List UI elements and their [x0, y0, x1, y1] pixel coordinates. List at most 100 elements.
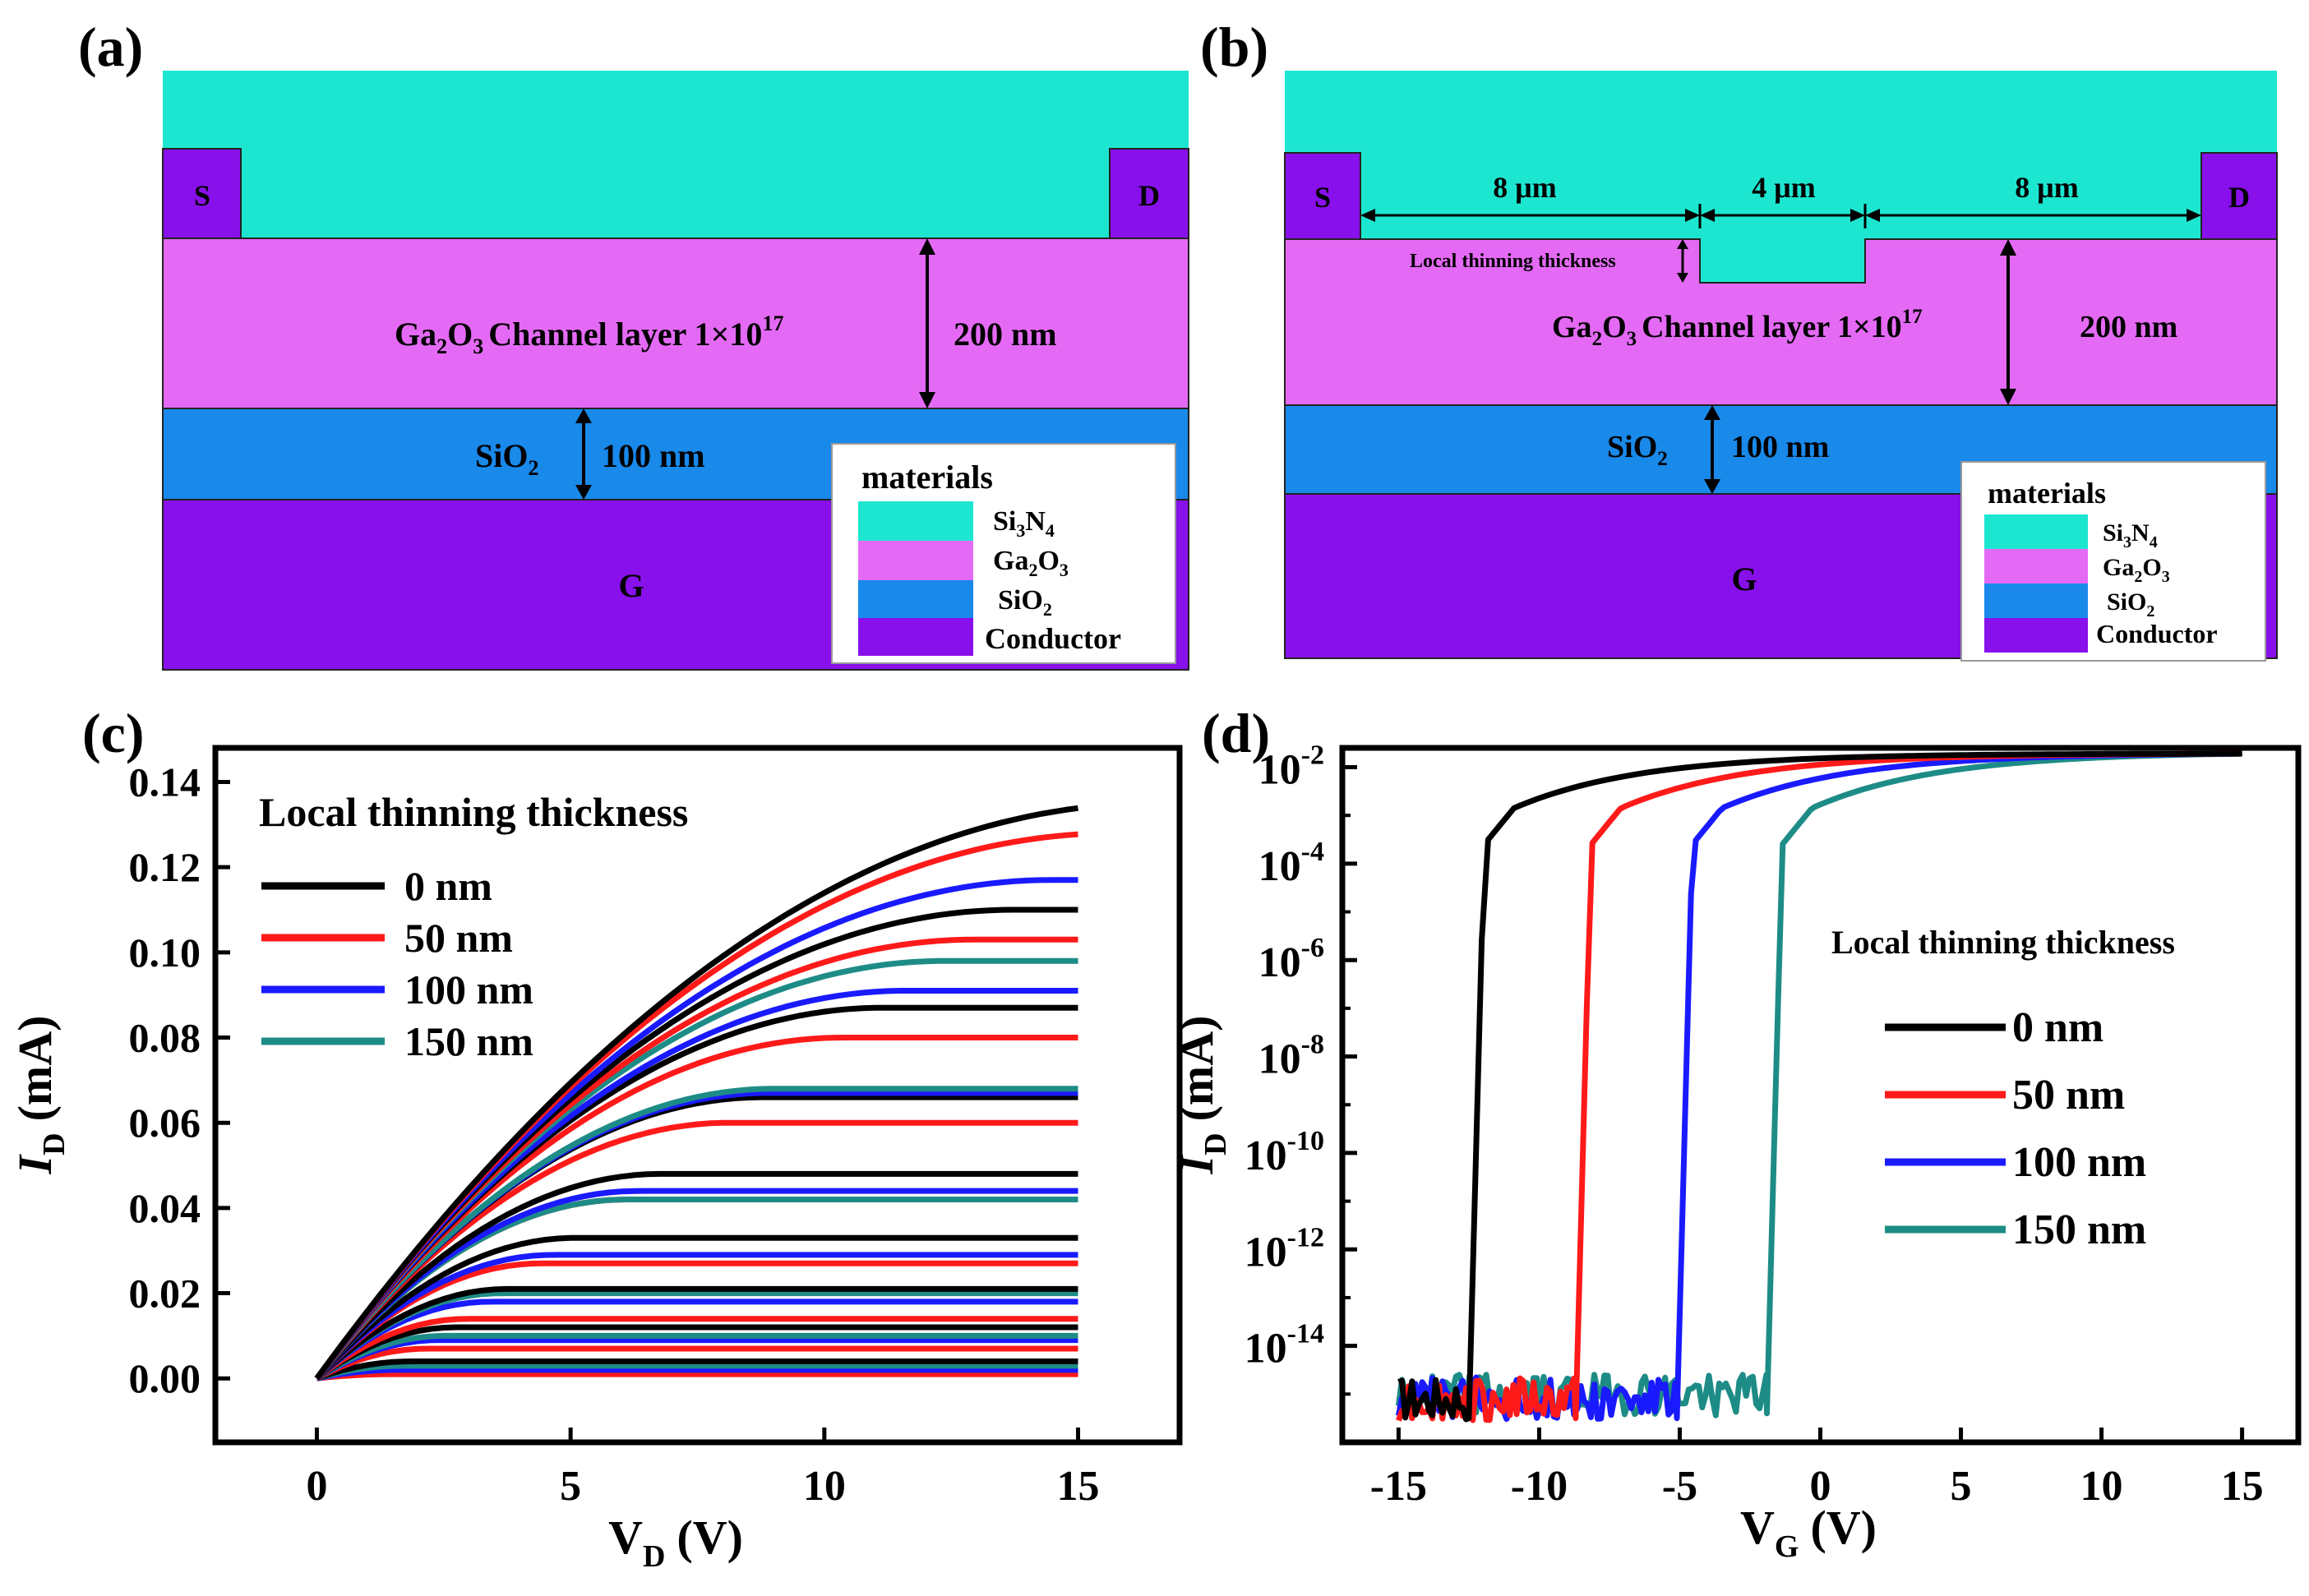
a-legend-title: materials [861, 459, 993, 496]
d-curves [1395, 750, 2242, 1423]
b-source-contact [1284, 152, 1361, 240]
c-legend: 0 nm 50 nm 100 nm 150 nm [261, 863, 533, 1064]
d-x-tick-label: -10 [1511, 1463, 1568, 1510]
c-legend-label: 50 nm [404, 915, 513, 961]
a-legend-conductor: Conductor [985, 622, 1121, 655]
c-legend-label: 150 nm [404, 1018, 533, 1064]
b-dimension-arrowheads [1360, 209, 2201, 222]
c-y-tick-label: 0.04 [129, 1185, 201, 1231]
d-legend-title: Local thinning thickness [1831, 924, 2175, 961]
d-x-tick-label: -15 [1370, 1463, 1427, 1510]
c-curve-50nm [315, 1316, 1078, 1381]
d-ticks: -15 -10 -5 0 5 10 15 10-2 10-4 10-6 10-8 10-10 10-12… [1245, 740, 2264, 1510]
a-passivation-layer [163, 71, 1189, 238]
b-drain-label: D [2228, 181, 2250, 214]
d-y-tick-label: 10-14 [1245, 1319, 1324, 1372]
b-legend-conductor: Conductor [2096, 619, 2218, 648]
d-legend-label: 150 nm [2012, 1206, 2146, 1253]
a-channel-text: Ga2O3 Channel layer 1×1017 [395, 311, 783, 358]
c-y-tick-label: 0.10 [129, 929, 201, 976]
panel-b: (b) S D G 8 μm 4 μm 8 μm Local thinn [1200, 16, 2278, 662]
b-passivation-layer [1285, 71, 2277, 283]
a-legend-sio2: SiO2 [998, 585, 1052, 620]
c-curve-100nm [315, 1337, 1078, 1382]
d-legend-label: 50 nm [2012, 1072, 2125, 1119]
d-legend: 0 nm 50 nm 100 nm 150 nm [1885, 1004, 2146, 1253]
a-oxide-thickness-arrow [575, 408, 592, 500]
d-legend-label: 100 nm [2012, 1139, 2146, 1186]
panel-b-label: (b) [1200, 16, 1268, 78]
c-curve-50nm [316, 1371, 1078, 1382]
b-materials-legend: materials Si3N4 Ga2O3 SiO2 Conductor [1960, 461, 2266, 662]
d-x-tick-label: 0 [1810, 1463, 1831, 1510]
b-oxide-thickness-label: 100 nm [1731, 430, 1829, 464]
c-curve-50nm [315, 1345, 1078, 1382]
a-gate-label: G [618, 567, 644, 604]
a-legend-si3n4: Si3N4 [993, 506, 1055, 541]
b-oxide-thickness-arrow [1704, 405, 1720, 494]
a-oxide-thickness-label: 100 nm [602, 437, 705, 474]
a-drain-contact [1109, 148, 1189, 239]
c-curve-50nm [314, 1119, 1078, 1381]
d-y-tick-label: 10-2 [1258, 740, 1324, 793]
c-y-tick-label: 0.12 [129, 844, 201, 890]
c-curve-0nm [314, 805, 1078, 1381]
b-channel-thickness-label: 200 nm [2080, 310, 2177, 344]
c-x-tick-label: 0 [306, 1463, 327, 1510]
panel-c: (c) 0 5 10 15 0.00 0.02 0.04 0.06 0.08 0.10 0.12 0.… [8, 702, 1183, 1574]
c-legend-label: 0 nm [404, 863, 492, 909]
c-y-axis-label: ID(mA) [8, 1016, 72, 1175]
d-legend-label: 0 nm [2012, 1004, 2103, 1051]
d-x-tick-label: -5 [1662, 1463, 1697, 1510]
c-curve-150nm [316, 1363, 1078, 1382]
d-y-axis-label: ID(mA) [1170, 1016, 1233, 1175]
panel-d: (d) -15 -10 -5 0 5 10 15 10-2 10-4 10-6 10-8 10-10 1… [1170, 702, 2302, 1564]
b-dim-mid: 4 μm [1752, 171, 1815, 204]
b-dim-left: 8 μm [1493, 171, 1556, 204]
c-curves [314, 805, 1078, 1382]
d-y-tick-label: 10-12 [1245, 1222, 1324, 1275]
panel-a-label: (a) [78, 16, 143, 78]
c-curve-100nm [315, 1298, 1078, 1381]
b-gate-label: G [1731, 560, 1757, 597]
c-curve-0nm [316, 1358, 1078, 1382]
d-curve-0nm [1397, 750, 2242, 1423]
b-legend-title: materials [1988, 477, 2106, 510]
b-channel-text: Ga2O3 Channel layer 1×1017 [1552, 306, 1923, 350]
c-curve-100nm [316, 1367, 1078, 1382]
d-y-tick-label: 10-4 [1258, 837, 1324, 890]
a-source-label: S [194, 179, 210, 212]
c-legend-title: Local thinning thickness [259, 789, 688, 835]
c-curve-100nm [315, 1252, 1078, 1381]
c-curve-0nm [315, 1324, 1078, 1382]
c-y-tick-label: 0.08 [129, 1015, 201, 1061]
c-x-tick-label: 10 [803, 1463, 846, 1510]
c-curve-0nm [315, 1285, 1078, 1381]
c-y-tick-label: 0.06 [129, 1100, 201, 1146]
d-y-tick-label: 10-10 [1245, 1126, 1324, 1179]
a-channel-thickness-label: 200 nm [954, 316, 1057, 353]
b-drain-contact [2200, 152, 2278, 240]
a-materials-legend: materials Si3N4 Ga2O3 SiO2 Conductor [831, 443, 1176, 664]
c-curve-0nm [314, 1170, 1078, 1381]
a-channel-thickness-arrow [919, 238, 935, 408]
b-dim-right: 8 μm [2015, 171, 2078, 204]
b-dimension-arrows [1368, 204, 2194, 228]
b-source-label: S [1314, 181, 1331, 214]
b-legend-ga2o3: Ga2O3 [2103, 554, 2170, 586]
panel-d-label: (d) [1202, 702, 1270, 764]
d-x-tick-label: 10 [2080, 1463, 2123, 1510]
b-oxide-label: SiO2 [1607, 430, 1668, 470]
c-curve-150nm [315, 1332, 1078, 1382]
c-y-tick-label: 0.14 [129, 759, 201, 805]
c-curve-0nm [314, 1234, 1078, 1381]
b-legend-sio2: SiO2 [2107, 588, 2154, 620]
panel-c-label: (c) [82, 702, 144, 764]
a-drain-label: D [1138, 179, 1160, 212]
c-curve-50nm [315, 1260, 1078, 1381]
a-oxide-label: SiO2 [475, 437, 538, 480]
c-x-tick-label: 5 [560, 1463, 581, 1510]
c-legend-label: 100 nm [404, 966, 533, 1012]
c-y-tick-label: 0.00 [129, 1355, 201, 1401]
